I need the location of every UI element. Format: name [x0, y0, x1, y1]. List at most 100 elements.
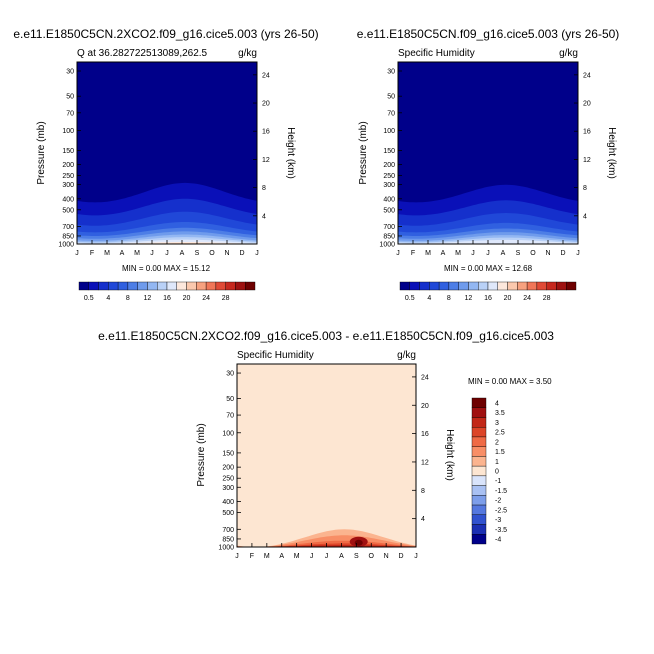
colorbar-box: [471, 397, 487, 408]
x-tick-label: M: [104, 250, 110, 257]
y-tick-label-right: 8: [583, 185, 587, 192]
colorbar-label: 4: [495, 400, 499, 407]
y-tick-label: 500: [222, 510, 234, 517]
colorbar-label: 3: [495, 420, 499, 427]
x-tick-label: J: [75, 250, 79, 257]
x-tick-label: A: [279, 553, 284, 560]
y-axis-label-right: Height (km): [444, 429, 455, 481]
y-axis-right: 24 20 16 12 8 4: [412, 374, 429, 523]
min-max-stats: MIN = 0.00 MAX = 15.12: [122, 264, 211, 273]
panel-subtitle-right: g/kg: [238, 48, 257, 59]
x-tick-label: M: [455, 250, 461, 257]
y-tick-label-right: 20: [583, 101, 591, 108]
x-tick-label: N: [224, 250, 229, 257]
y-tick-label: 150: [62, 148, 74, 155]
x-tick-label: J: [576, 250, 580, 257]
colorbar-box: [471, 504, 487, 516]
y-tick-label: 70: [66, 110, 74, 117]
y-axis-label-right: Height (km): [285, 127, 296, 179]
y-tick-label: 150: [383, 148, 395, 155]
y-tick-label: 700: [62, 224, 74, 231]
panel-subtitle-right: g/kg: [559, 48, 578, 59]
colorbar-box: [186, 281, 197, 291]
y-tick-label-right: 20: [262, 101, 270, 108]
colorbar-box: [108, 281, 119, 291]
x-tick-label: J: [150, 250, 154, 257]
colorbar-box: [196, 281, 207, 291]
x-tick-label: O: [530, 250, 536, 257]
y-tick-label: 400: [222, 499, 234, 506]
colorbar-label: 3.5: [495, 410, 505, 417]
panel-difference: e.e11.E1850C5CN.2XCO2.f09_g16.cice5.003 …: [98, 329, 554, 560]
colorbar-label: 0.5: [405, 295, 415, 302]
y-tick-label-right: 12: [583, 157, 591, 164]
x-tick-label: M: [264, 553, 270, 560]
colorbar-label: 28: [543, 295, 551, 302]
colorbar-box: [471, 436, 487, 447]
y-tick-label: 700: [383, 224, 395, 231]
colorbar-label: -3: [495, 517, 501, 524]
colorbar-box: [88, 281, 99, 291]
x-tick-label: D: [399, 553, 404, 560]
y-tick-label: 30: [66, 68, 74, 75]
colorbar-box: [497, 281, 508, 291]
x-tick-label: S: [354, 553, 359, 560]
colorbar-box: [471, 417, 487, 428]
panel-subtitle-right: g/kg: [397, 350, 416, 361]
panel-subtitle-left: Specific Humidity: [398, 48, 475, 59]
colorbar-box: [399, 281, 410, 291]
y-tick-label-right: 8: [421, 488, 425, 495]
colorbar-box: [438, 281, 450, 291]
panel-title: e.e11.E1850C5CN.2XCO2.f09_g16.cice5.003 …: [98, 329, 554, 343]
colorbar-box: [471, 446, 487, 457]
y-tick-label-right: 16: [262, 129, 270, 136]
x-tick-label: J: [414, 553, 418, 560]
y-tick-label: 300: [62, 182, 74, 189]
y-axis-left: 30 50 70 100 150 200 250 300 400 500 700 850 1000: [218, 371, 241, 552]
x-tick-label: N: [384, 553, 389, 560]
band-0: [237, 364, 416, 547]
y-tick-label: 100: [383, 128, 395, 135]
y-tick-label: 500: [383, 207, 395, 214]
panel-2xco2: e.e11.E1850C5CN.2XCO2.f09_g16.cice5.003 …: [13, 27, 318, 302]
colorbar-label: 16: [163, 295, 171, 302]
contour-field: [398, 62, 578, 244]
colorbar-box: [471, 514, 487, 525]
y-tick-label: 1000: [58, 242, 74, 249]
colorbar-box: [448, 281, 459, 291]
colorbar-label: 12: [465, 295, 473, 302]
x-tick-label: S: [195, 250, 200, 257]
colorbar-label: 1.5: [495, 449, 505, 456]
colorbar: 0.5 4 8 12 16 20 24 28: [78, 281, 256, 302]
colorbar-box: [137, 281, 148, 291]
colorbar-box: [471, 485, 487, 496]
colorbar-box: [458, 281, 469, 291]
colorbar-box: [546, 281, 557, 291]
min-max-stats: MIN = 0.00 MAX = 3.50: [468, 377, 552, 386]
x-tick-label: J: [310, 553, 314, 560]
colorbar-box: [245, 281, 256, 291]
colorbar: 4 3.5 3 2.5 2 1.5 1 0 -1 -1.5 -2 -2.5 -3 -3.5 -4: [471, 397, 507, 545]
colorbar-label: -1.5: [495, 488, 507, 495]
colorbar-box: [419, 281, 430, 291]
x-tick-label: J: [471, 250, 475, 257]
x-tick-label: M: [294, 553, 300, 560]
x-tick-label: M: [425, 250, 431, 257]
colorbar-label: 1: [495, 459, 499, 466]
colorbar-box: [471, 475, 487, 486]
y-tick-label: 400: [62, 196, 74, 203]
panel-title: e.e11.E1850C5CN.f09_g16.cice5.003 (yrs 2…: [357, 27, 620, 41]
colorbar-box: [536, 281, 547, 291]
y-axis-label: Pressure (mb): [36, 121, 47, 184]
y-tick-label-right: 20: [421, 403, 429, 410]
colorbar-box: [225, 281, 236, 291]
y-axis-label: Pressure (mb): [196, 423, 207, 486]
colorbar-label: -2: [495, 498, 501, 505]
colorbar-label: 12: [144, 295, 152, 302]
panel-control: e.e11.E1850C5CN.f09_g16.cice5.003 (yrs 2…: [357, 27, 620, 302]
colorbar-box: [566, 281, 577, 291]
x-tick-label: J: [396, 250, 400, 257]
colorbar-box: [98, 281, 109, 291]
